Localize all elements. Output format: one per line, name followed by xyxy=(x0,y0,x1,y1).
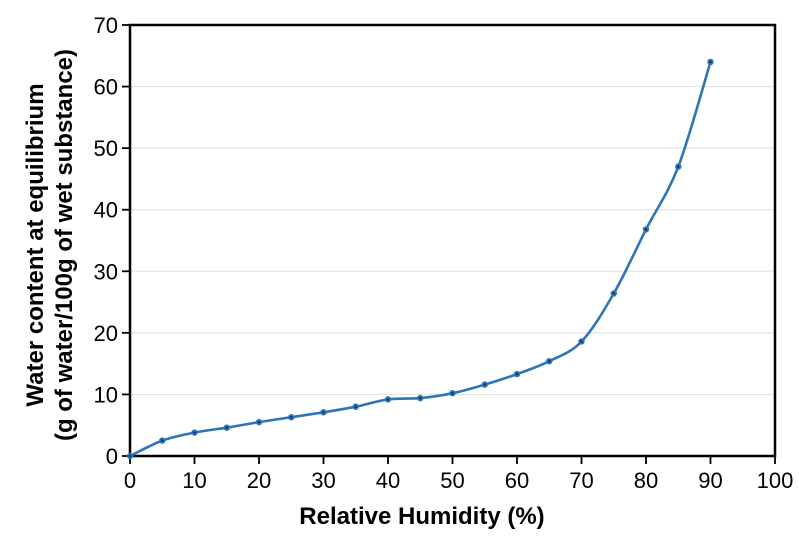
data-point-marker-center xyxy=(193,431,196,434)
data-point-marker-center xyxy=(128,454,132,458)
data-point-marker-center xyxy=(483,383,487,386)
y-tick-label: 20 xyxy=(94,321,118,346)
data-point-marker-center xyxy=(676,165,680,168)
x-tick-label: 0 xyxy=(124,468,136,493)
y-tick-label: 10 xyxy=(94,382,118,407)
y-tick-label: 70 xyxy=(94,13,118,38)
data-point-marker-center xyxy=(451,391,454,395)
x-axis-title: Relative Humidity (%) xyxy=(299,503,545,530)
x-tick-label: 40 xyxy=(376,468,400,493)
y-tick-label: 50 xyxy=(94,136,118,161)
data-point-marker-center xyxy=(644,228,648,231)
plot-border xyxy=(128,23,777,458)
data-point-marker-center xyxy=(257,420,261,424)
data-point-marker-center xyxy=(160,439,164,442)
y-tick-label: 40 xyxy=(94,198,118,223)
data-point-marker-center xyxy=(709,60,712,64)
data-point-marker-center xyxy=(418,396,422,400)
y-tick-label: 30 xyxy=(94,259,118,284)
data-point-marker-center xyxy=(547,359,551,363)
data-point-marker-center xyxy=(386,398,390,401)
data-point-marker-center xyxy=(322,410,325,414)
x-tick-label: 60 xyxy=(505,468,529,493)
x-tick-label: 30 xyxy=(311,468,335,493)
y-tick-label: 0 xyxy=(106,444,118,469)
x-tick-label: 100 xyxy=(757,468,794,493)
x-tick-label: 90 xyxy=(698,468,722,493)
data-point-marker-center xyxy=(289,415,293,419)
y-tick-label: 60 xyxy=(94,75,118,100)
data-point-marker-center xyxy=(515,372,519,376)
data-point-marker-center xyxy=(580,340,583,343)
x-tick-label: 10 xyxy=(182,468,206,493)
data-point-marker-center xyxy=(225,426,229,429)
data-point-marker-center xyxy=(354,405,358,409)
x-tick-label: 70 xyxy=(569,468,593,493)
data-point-marker-center xyxy=(612,292,616,295)
x-tick-label: 80 xyxy=(634,468,658,493)
x-tick-label: 50 xyxy=(440,468,464,493)
x-tick-label: 20 xyxy=(247,468,271,493)
